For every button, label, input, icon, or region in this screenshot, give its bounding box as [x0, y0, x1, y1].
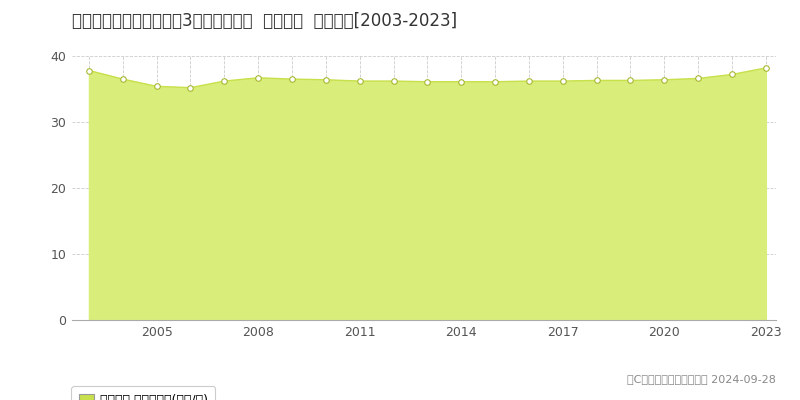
Legend: 基準地価 平均坪単価(万円/坪): 基準地価 平均坪単価(万円/坪)	[71, 386, 215, 400]
Text: 愛知県豊橋市つつじが丸3丁目９番４外  基準地価  地価推移[2003-2023]: 愛知県豊橋市つつじが丸3丁目９番４外 基準地価 地価推移[2003-2023]	[72, 12, 457, 30]
Text: （C）土地価格ドットコム 2024-09-28: （C）土地価格ドットコム 2024-09-28	[627, 374, 776, 384]
